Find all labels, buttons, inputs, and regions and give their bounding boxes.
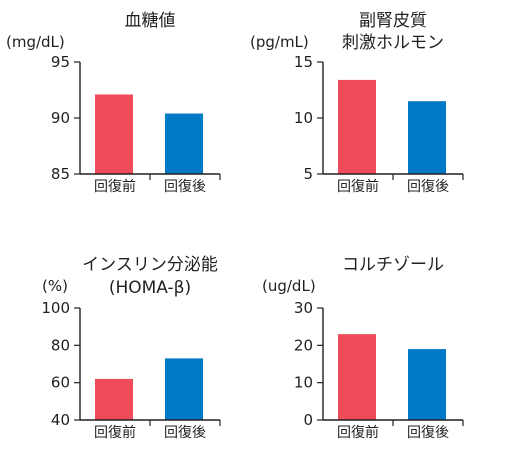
chart-title: 副腎皮質 [359, 11, 427, 31]
y-axis-unit: (ug/dL) [262, 277, 316, 295]
x-category-label: 回復前 [94, 178, 136, 195]
chart-title: 血糖値 [125, 11, 176, 31]
bar-after [408, 349, 446, 420]
y-axis-unit: (mg/dL) [6, 33, 65, 51]
y-tick-label: 90 [51, 109, 70, 127]
y-tick-label: 40 [51, 411, 70, 429]
x-category-label: 回復後 [407, 424, 449, 441]
chart-panel: 血糖値 (mg/dL) 85 90 95 回復前 回復後 [6, 11, 221, 195]
chart-title: (HOMA-β) [109, 278, 191, 298]
chart-panel: インスリン分泌能 (HOMA-β) (%) 40 60 80 100 回復前 回復後 [41, 255, 221, 441]
x-category-label: 回復前 [337, 424, 379, 441]
y-tick-label: 100 [41, 299, 70, 317]
x-category-label: 回復後 [407, 178, 449, 195]
y-tick-label: 85 [51, 165, 70, 183]
bar-before [338, 79, 376, 174]
chart-title: コルチゾール [342, 255, 444, 275]
y-tick-label: 10 [294, 109, 313, 127]
bar-before [95, 378, 133, 420]
y-tick-label: 5 [303, 165, 313, 183]
bar-before [338, 334, 376, 420]
y-axis-unit: (pg/mL) [250, 33, 309, 51]
y-tick-label: 0 [303, 411, 313, 429]
bar-after [165, 113, 203, 174]
x-category-label: 回復後 [164, 424, 206, 441]
y-tick-label: 80 [51, 336, 70, 354]
bar-before [95, 94, 133, 174]
chart-title: インスリン分泌能 [82, 255, 218, 275]
chart-title: 刺激ホルモン [342, 33, 444, 53]
y-tick-label: 30 [294, 299, 313, 317]
chart-panel: コルチゾール (ug/dL) 0 10 20 30 回復前 回復後 [262, 255, 464, 441]
y-tick-label: 95 [51, 53, 70, 71]
y-tick-label: 20 [294, 336, 313, 354]
y-tick-label: 60 [51, 374, 70, 392]
y-tick-label: 15 [294, 53, 313, 71]
x-category-label: 回復前 [337, 178, 379, 195]
y-axis-unit: (%) [42, 277, 68, 295]
y-tick-label: 10 [294, 374, 313, 392]
x-category-label: 回復前 [94, 424, 136, 441]
bar-after [165, 358, 203, 420]
bar-after [408, 101, 446, 174]
x-category-label: 回復後 [164, 178, 206, 195]
